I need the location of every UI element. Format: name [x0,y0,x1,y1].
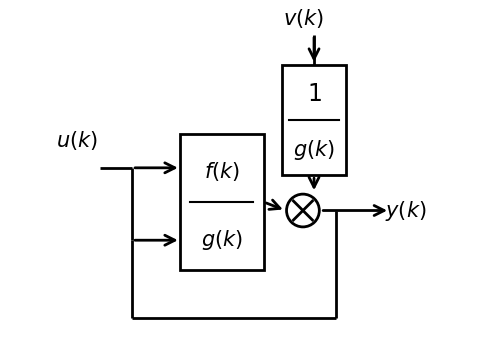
Text: $f(k)$: $f(k)$ [204,160,240,184]
Bar [282,65,346,175]
Text: $u(k)$: $u(k)$ [56,129,98,152]
Text: $g(k)$: $g(k)$ [293,137,335,162]
Bar [180,134,264,270]
Circle shape [286,194,320,227]
Text: $1$: $1$ [306,83,322,106]
Text: $y(k)$: $y(k)$ [385,198,426,223]
Text: $g(k)$: $g(k)$ [201,228,242,252]
Text: $v(k)$: $v(k)$ [284,6,325,29]
